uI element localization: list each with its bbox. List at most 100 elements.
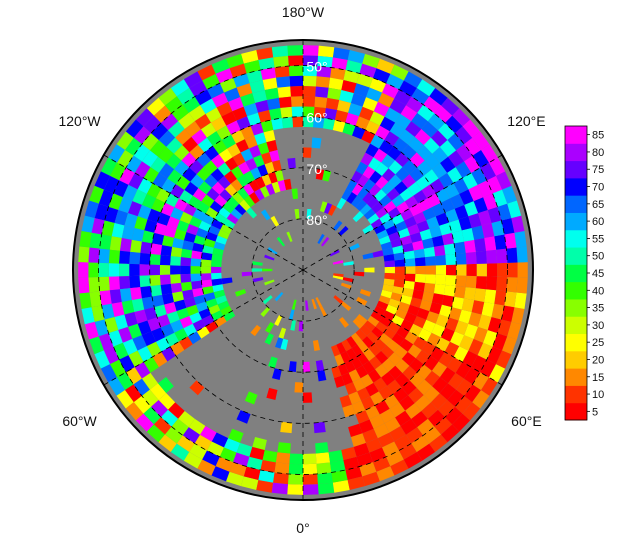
data-cell	[236, 442, 253, 457]
data-cell	[380, 241, 393, 251]
data-cell	[146, 97, 166, 116]
data-cell	[403, 280, 415, 290]
data-cell	[400, 208, 414, 221]
data-cell	[416, 79, 436, 97]
data-cell	[439, 140, 457, 157]
data-cell	[340, 282, 352, 290]
data-cell	[149, 253, 161, 266]
data-cell	[356, 452, 373, 467]
data-cell	[381, 358, 396, 372]
data-cell	[250, 167, 262, 180]
data-cell	[378, 194, 392, 208]
data-cell	[176, 220, 190, 233]
data-cell	[402, 287, 414, 298]
longitude-label: 180°W	[282, 4, 325, 20]
data-cell	[278, 327, 287, 339]
data-cell	[281, 117, 294, 129]
data-cell	[147, 317, 161, 332]
data-cell	[347, 50, 365, 64]
data-cell	[175, 129, 192, 145]
colorbar-tick-label: 70	[592, 182, 604, 194]
data-cell	[160, 202, 175, 217]
data-cell	[356, 73, 373, 88]
data-cell	[355, 161, 369, 175]
data-cell	[240, 148, 254, 162]
data-cell	[378, 295, 391, 305]
data-cell	[419, 228, 432, 241]
data-cell	[141, 331, 156, 347]
data-cell	[365, 382, 379, 397]
data-cell	[415, 350, 431, 365]
data-cell	[331, 366, 342, 379]
data-cell	[488, 157, 506, 176]
data-cell	[440, 424, 460, 443]
data-cell	[170, 265, 181, 275]
data-cell	[491, 303, 505, 320]
data-cell	[262, 268, 273, 272]
data-cell	[121, 225, 135, 240]
data-cell	[134, 216, 148, 231]
latitude-label: 50°	[306, 59, 327, 75]
data-cell	[426, 311, 440, 324]
data-cell	[431, 163, 448, 179]
data-cell	[497, 203, 512, 221]
data-cell	[507, 200, 522, 219]
data-cell	[439, 222, 452, 236]
data-cell	[450, 331, 465, 347]
data-cell	[447, 389, 465, 407]
data-cell	[288, 473, 303, 485]
data-cell	[384, 417, 401, 433]
data-cell	[165, 426, 183, 444]
data-cell	[287, 45, 303, 56]
data-cell	[365, 405, 380, 420]
data-cell	[306, 208, 312, 220]
data-cell	[159, 255, 171, 266]
data-cell	[303, 463, 318, 475]
data-cell	[387, 379, 402, 395]
data-cell	[260, 120, 274, 133]
data-cell	[198, 220, 212, 232]
data-cell	[270, 215, 280, 227]
data-cell	[468, 312, 482, 327]
data-cell	[203, 238, 216, 248]
data-cell	[160, 283, 173, 295]
data-cell	[117, 372, 134, 391]
data-cell	[464, 287, 476, 301]
data-cell	[438, 172, 454, 189]
data-cell	[514, 230, 527, 248]
data-cell	[451, 230, 465, 244]
data-cell	[471, 355, 487, 373]
data-cell	[231, 191, 244, 204]
data-cell	[119, 167, 135, 185]
data-cell	[357, 352, 370, 366]
data-cell	[221, 277, 233, 285]
longitude-label: 0°	[296, 520, 309, 536]
data-cell	[328, 449, 344, 463]
data-cell	[331, 469, 348, 483]
data-cell	[274, 292, 284, 302]
data-cell	[119, 276, 131, 290]
data-cell	[290, 96, 303, 107]
data-cell	[350, 356, 363, 370]
data-cell	[88, 247, 100, 263]
data-cell	[140, 286, 152, 299]
data-cell	[448, 219, 462, 233]
colorbar-swatch	[565, 402, 587, 421]
data-cell	[194, 434, 212, 451]
data-cell	[383, 200, 397, 213]
data-cell	[414, 395, 431, 411]
data-cell	[146, 183, 162, 199]
data-cell	[379, 116, 396, 132]
colorbar-tick-label: 40	[592, 285, 604, 297]
longitude-label: 60°E	[511, 413, 542, 429]
data-cell	[348, 243, 360, 251]
data-cell	[360, 152, 374, 166]
data-cell	[409, 232, 423, 243]
data-cell	[211, 466, 230, 482]
data-cell	[484, 289, 497, 304]
data-cell	[464, 323, 478, 339]
data-cell	[103, 346, 120, 365]
data-cell	[303, 106, 315, 118]
data-cell	[248, 191, 260, 204]
data-cell	[362, 252, 374, 260]
